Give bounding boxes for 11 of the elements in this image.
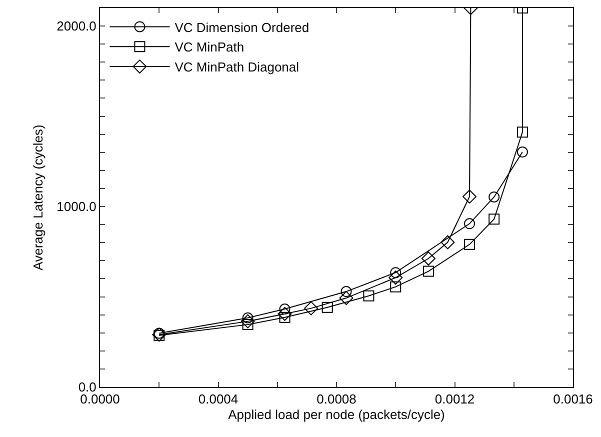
- x-axis-title: Applied load per node (packets/cycle): [228, 407, 445, 422]
- x-tick-label: 0.0012: [434, 392, 475, 407]
- legend-label: VC MinPath: [174, 40, 244, 55]
- y-tick-label: 1000.0: [56, 199, 96, 214]
- y-tick-label: 2000.0: [56, 18, 96, 34]
- x-tick-label: 0.0016: [553, 392, 593, 407]
- x-tick-label: 0.0004: [198, 392, 238, 407]
- y-axis-title: Average Latency (cycles): [30, 124, 46, 270]
- legend-label: VC MinPath Diagonal: [174, 60, 300, 75]
- x-tick-label: 0.0008: [316, 392, 356, 407]
- legend-label: VC Dimension Ordered: [174, 20, 310, 35]
